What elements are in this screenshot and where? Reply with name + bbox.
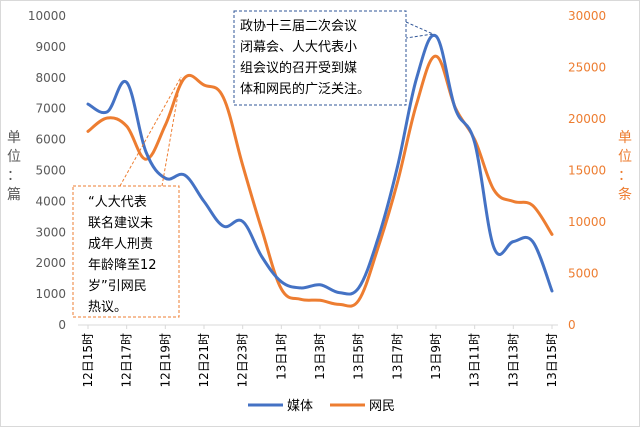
left-tick-label: 7000 bbox=[35, 102, 66, 116]
annotation-left-line: “人大代表 bbox=[88, 195, 147, 210]
right-tick-label: 25000 bbox=[568, 61, 606, 75]
annotation-left-line: 成年人刑责 bbox=[88, 237, 153, 252]
annotation-top-line: 组会议的召开受到媒 bbox=[240, 60, 357, 76]
left-tick-label: 4000 bbox=[35, 194, 66, 208]
left-tick-label: 0 bbox=[58, 318, 66, 332]
right-tick-label: 10000 bbox=[568, 215, 606, 229]
right-tick-label: 0 bbox=[568, 318, 576, 332]
right-axis-label-char: 单 bbox=[618, 130, 632, 146]
left-axis-label-char: 位 bbox=[7, 149, 21, 165]
annotation-top: 政协十三届二次会议 闭幕会、人大代表小 组会议的召开受到媒 体和网民的广泛关注。 bbox=[233, 10, 435, 106]
x-tick-label: 13日9时 bbox=[429, 333, 443, 380]
left-tick-label: 2000 bbox=[35, 256, 66, 270]
annotation-left-pointer-a bbox=[161, 76, 182, 187]
x-tick-label: 13日15时 bbox=[545, 333, 559, 388]
x-tick-label: 12日21时 bbox=[197, 333, 211, 388]
right-tick-label: 30000 bbox=[568, 9, 606, 23]
x-tick-label: 13日3时 bbox=[313, 333, 327, 380]
x-tick-label: 13日1时 bbox=[274, 333, 288, 380]
x-tick-label: 13日11时 bbox=[468, 333, 482, 388]
x-tick-label: 12日17时 bbox=[120, 333, 134, 388]
annotation-left-line: 联名建议未 bbox=[88, 215, 153, 231]
left-axis-label: 单位 ： 篇 bbox=[7, 130, 21, 203]
legend-label-media: 媒体 bbox=[287, 399, 313, 414]
legend: 媒体 网民 bbox=[248, 399, 395, 414]
series-layer bbox=[86, 33, 554, 308]
left-tick-label: 3000 bbox=[35, 225, 66, 239]
annotation-left-line: 热议。 bbox=[88, 300, 127, 315]
right-axis-label-char: ： bbox=[618, 168, 632, 184]
annotation-top-line: 体和网民的广泛关注。 bbox=[240, 81, 370, 97]
right-axis-label-char: 条 bbox=[618, 186, 632, 203]
x-tick-label: 12日23时 bbox=[236, 333, 250, 388]
left-axis-ticks: 0 1000 2000 3000 4000 5000 6000 7000 8000 9000 100… bbox=[28, 9, 66, 332]
left-axis-label-char: ： bbox=[7, 168, 21, 184]
x-tick-label: 12日19时 bbox=[158, 333, 172, 388]
left-tick-label: 5000 bbox=[35, 164, 66, 178]
right-axis-ticks: 0 5000 10000 15000 20000 25000 30000 bbox=[568, 9, 606, 332]
x-tick-label: 12日15时 bbox=[81, 333, 95, 388]
annotation-left-pointer-b bbox=[119, 76, 182, 187]
x-tick-label: 13日5时 bbox=[352, 333, 366, 380]
left-tick-label: 1000 bbox=[35, 287, 66, 301]
right-axis-label-char: 位 bbox=[618, 149, 632, 165]
series-line-media bbox=[86, 33, 554, 296]
right-tick-label: 20000 bbox=[568, 112, 606, 126]
annotation-top-box bbox=[233, 10, 407, 106]
annotation-top-line: 政协十三届二次会议 bbox=[240, 18, 357, 34]
right-axis-label: 单位 ： 条 bbox=[618, 130, 632, 203]
left-tick-label: 8000 bbox=[35, 71, 66, 85]
x-tick-label: 13日13时 bbox=[506, 333, 520, 388]
x-tick-label: 13日7时 bbox=[390, 333, 404, 380]
x-axis-ticks: 12日15时 12日17时 12日19时 12日21时 12日23时 13日1时 13日3时… bbox=[81, 325, 559, 388]
left-tick-label: 9000 bbox=[35, 40, 66, 54]
annotation-left-line: 年龄降至12 bbox=[88, 258, 157, 273]
annotation-left: “人大代表 联名建议未 成年人刑责 年龄降至12 岁”引网民 热议。 bbox=[72, 76, 182, 318]
right-tick-label: 15000 bbox=[568, 164, 606, 178]
left-axis-label-char: 篇 bbox=[7, 187, 21, 203]
annotation-left-box bbox=[72, 185, 180, 318]
legend-label-netizen: 网民 bbox=[369, 399, 395, 414]
annotation-top-line: 闭幕会、人大代表小 bbox=[240, 40, 357, 55]
left-tick-label: 10000 bbox=[28, 9, 66, 23]
annotation-top-pointer bbox=[405, 21, 435, 39]
annotation-left-line: 岁”引网民 bbox=[88, 279, 147, 294]
left-tick-label: 6000 bbox=[35, 133, 66, 147]
right-tick-label: 5000 bbox=[568, 267, 599, 281]
left-axis-label-char: 单 bbox=[7, 130, 21, 146]
